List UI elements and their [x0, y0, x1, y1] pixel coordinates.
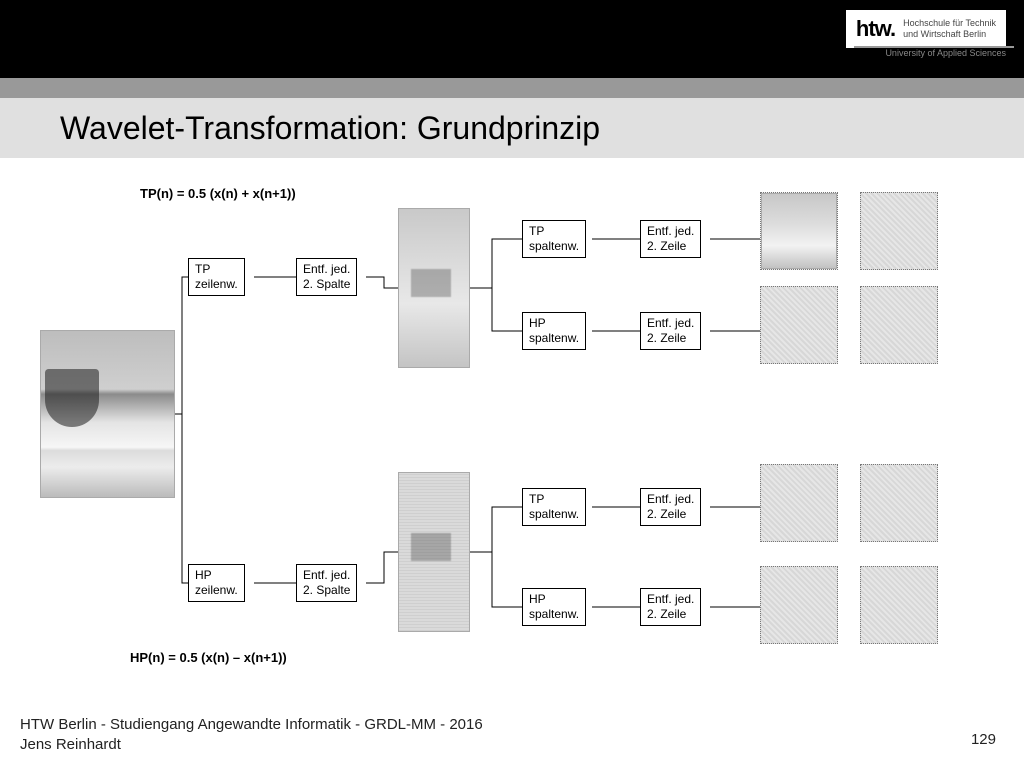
tp-zeilen-box: TPzeilenw.: [188, 258, 245, 296]
tp-intermediate-image: [398, 208, 470, 368]
logo-line1: Hochschule für Technik: [903, 18, 996, 29]
slide-footer: HTW Berlin - Studiengang Angewandte Info…: [20, 715, 483, 754]
slide-title: Wavelet-Transformation: Grundprinzip: [60, 110, 600, 147]
hp-zeilen-box: HPzeilenw.: [188, 564, 245, 602]
htw-logo: htw. Hochschule für Technik und Wirtscha…: [846, 10, 1006, 48]
tp-spalten-box-1: TPspaltenw.: [522, 220, 586, 258]
footer-line2: Jens Reinhardt: [20, 736, 121, 753]
logo-line2: und Wirtschaft Berlin: [903, 29, 996, 40]
tp-formula: TP(n) = 0.5 (x(n) + x(n+1)): [140, 186, 296, 201]
hp-intermediate-image: [398, 472, 470, 632]
gray-band: [0, 78, 1024, 98]
entf-zeile-box-2: Entf. jed.2. Zeile: [640, 312, 701, 350]
hp-spalten-box-1: HPspaltenw.: [522, 312, 586, 350]
entf-zeile-box-4: Entf. jed.2. Zeile: [640, 588, 701, 626]
entf-zeile-box-1: Entf. jed.2. Zeile: [640, 220, 701, 258]
result-q3b: [860, 464, 938, 542]
result-q4a: [760, 566, 838, 644]
diagram-wires: [40, 178, 984, 678]
result-q3a: [760, 464, 838, 542]
wavelet-diagram: TP(n) = 0.5 (x(n) + x(n+1)) HP(n) = 0.5 …: [40, 178, 984, 678]
result-q2a: [760, 286, 838, 364]
logo-mark: htw.: [856, 16, 895, 42]
result-q2b: [860, 286, 938, 364]
entf-zeile-box-3: Entf. jed.2. Zeile: [640, 488, 701, 526]
page-number: 129: [971, 731, 996, 748]
hp-spalten-box-2: HPspaltenw.: [522, 588, 586, 626]
input-image: [40, 330, 175, 498]
footer-line1: HTW Berlin - Studiengang Angewandte Info…: [20, 716, 483, 733]
entf-spalte-box-1: Entf. jed.2. Spalte: [296, 258, 357, 296]
tp-spalten-box-2: TPspaltenw.: [522, 488, 586, 526]
result-q4b: [860, 566, 938, 644]
entf-spalte-box-2: Entf. jed.2. Spalte: [296, 564, 357, 602]
result-ll: [760, 192, 838, 270]
result-q1b: [860, 192, 938, 270]
hp-formula: HP(n) = 0.5 (x(n) – x(n+1)): [130, 650, 287, 665]
logo-subtitle: University of Applied Sciences: [885, 48, 1006, 58]
logo-org-text: Hochschule für Technik und Wirtschaft Be…: [903, 18, 996, 40]
